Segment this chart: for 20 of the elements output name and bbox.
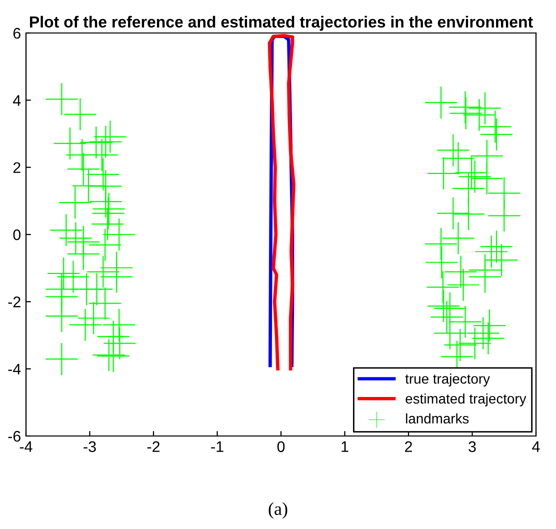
legend-label: landmarks: [406, 413, 469, 424]
y-tick-label: 4: [12, 95, 21, 106]
chart-title: Plot of the reference and estimated trajectories in the environment: [30, 16, 533, 31]
y-tick-label: 2: [13, 162, 20, 173]
x-tick-label: 4: [532, 441, 540, 452]
y-tick-label: -2: [8, 296, 20, 308]
x-tick-label: -2: [147, 441, 160, 452]
x-tick-label: 2: [405, 441, 412, 452]
y-tick-label: -6: [8, 430, 20, 442]
x-tick-label: 1: [342, 441, 348, 452]
x-tick-label: 3: [468, 441, 476, 452]
x-tick-label: -3: [84, 441, 96, 452]
x-tick-label: 0: [277, 441, 285, 452]
x-tick-label: -1: [211, 441, 224, 452]
legend-label: true trajectory: [405, 374, 490, 386]
y-tick-label: 6: [13, 28, 20, 39]
y-tick-label: -4: [8, 364, 21, 374]
text: (a): [268, 502, 288, 519]
y-tick-label: 0: [13, 229, 21, 240]
legend-label: estimated trajectory: [406, 393, 526, 406]
